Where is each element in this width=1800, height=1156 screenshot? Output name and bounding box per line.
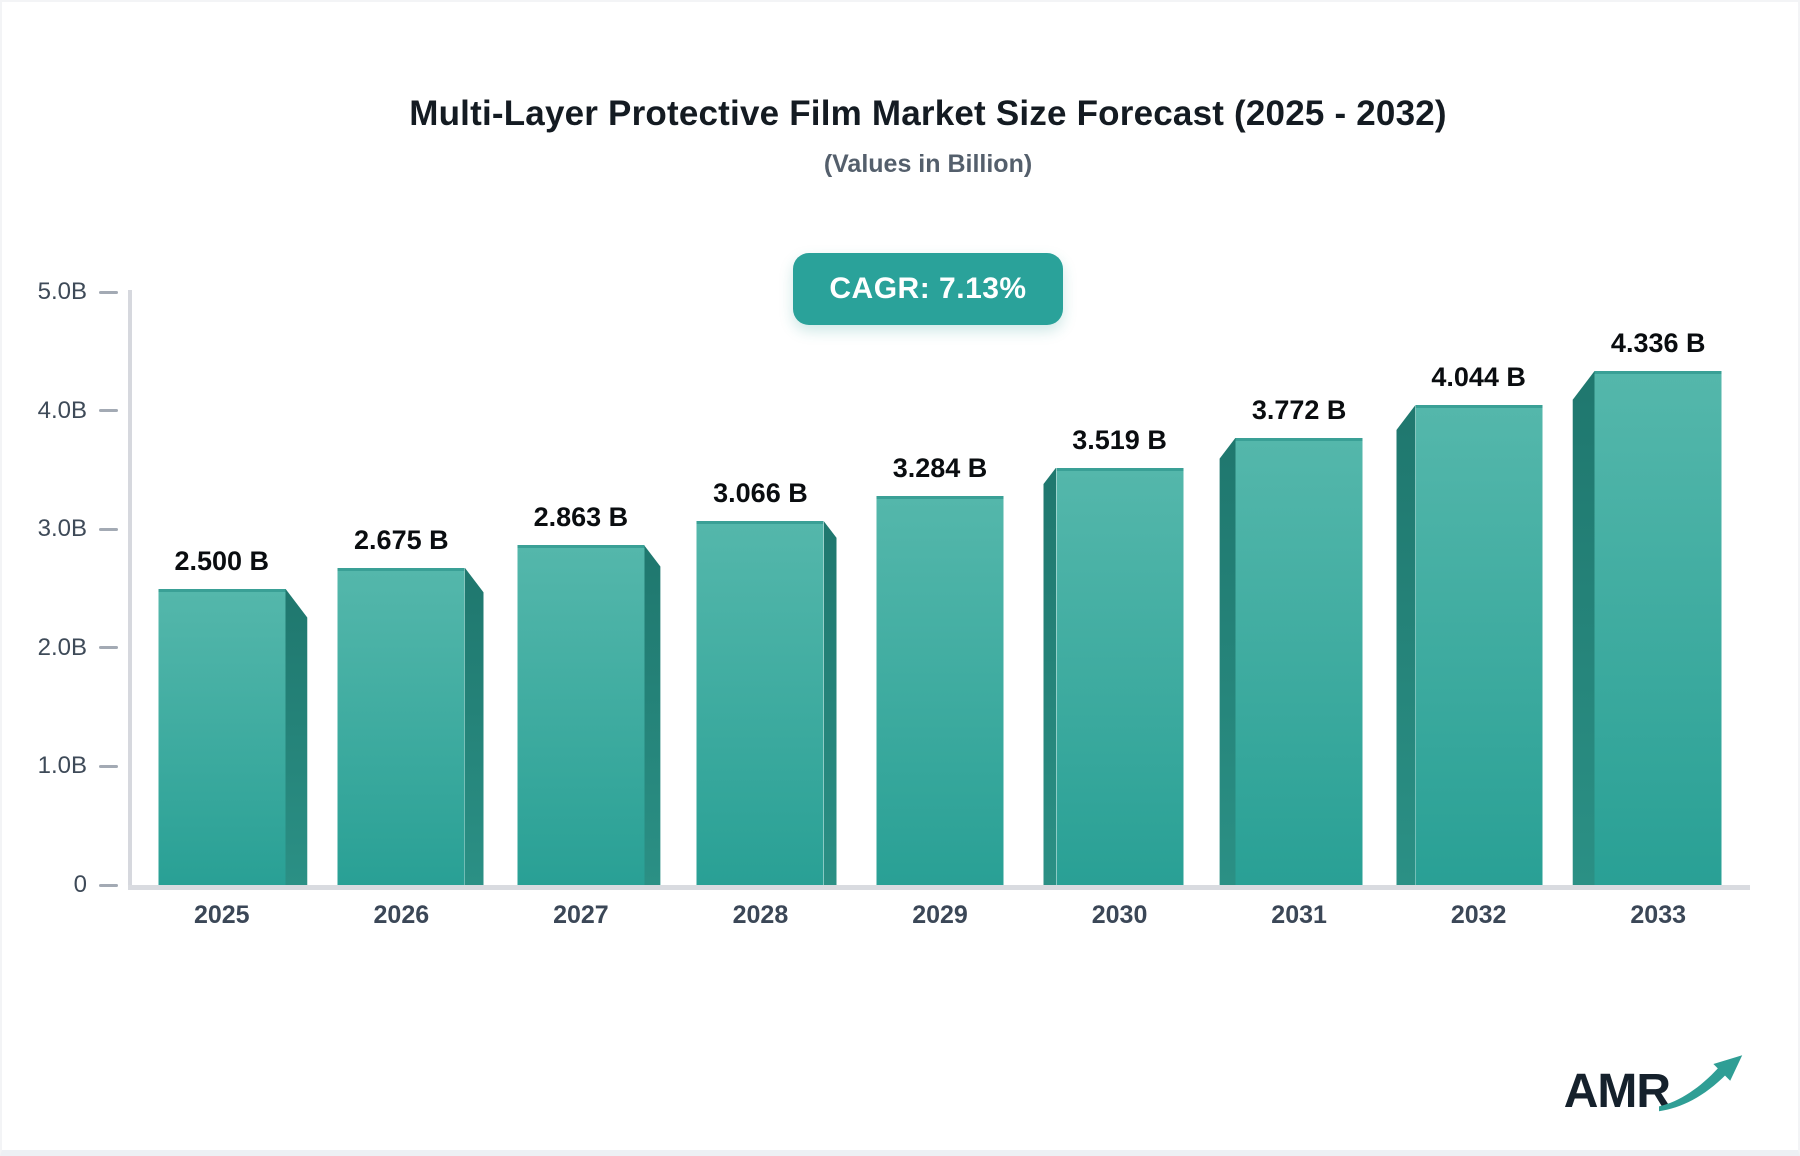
bar-2028: 3.066 B (696, 478, 837, 885)
y-axis-line (128, 290, 132, 888)
cagr-badge: CAGR: 7.13% (793, 253, 1063, 325)
bar-value-label: 3.519 B (1072, 424, 1167, 455)
bar-face (876, 495, 1004, 885)
y-tick-label: 4.0B (37, 396, 87, 424)
x-axis-baseline (128, 885, 1750, 890)
x-tick-label-2033: 2033 (1630, 901, 1687, 929)
bar-face (696, 521, 824, 885)
bar-2027: 2.863 B (517, 502, 661, 885)
x-tick-label-2028: 2028 (732, 901, 789, 929)
bar-face (1056, 467, 1184, 885)
bar-value-label: 2.863 B (533, 502, 629, 533)
y-tick-label: 3.0B (37, 515, 87, 543)
x-tick-label-2032: 2032 (1450, 901, 1507, 929)
amr-logo-text: AMR (1563, 1065, 1671, 1118)
y-tick-dash (99, 646, 118, 650)
x-axis-labels: 2025 2026 2027 2028 2029 2030 2031 2032 2033 (132, 901, 1748, 941)
bar-side-face (644, 545, 661, 885)
chart-subtitle: (Values in Billion) (823, 150, 1033, 178)
y-tick-5.0B: 5.0B (31, 278, 118, 306)
y-tick-0: 0 (31, 871, 118, 899)
bar-side-face (1219, 437, 1236, 885)
bar-2025: 2.500 B (158, 546, 308, 885)
y-tick-dash (99, 409, 118, 413)
amr-logo: AMR (1564, 1052, 1754, 1116)
x-tick-label-2025: 2025 (193, 901, 250, 929)
bar-value-label: 3.772 B (1251, 394, 1347, 425)
bar-side-face (1396, 405, 1416, 885)
bar-face (1235, 437, 1363, 885)
bar-2033: 4.336 B (1572, 328, 1722, 885)
bar-2030: 3.519 B (1043, 425, 1184, 885)
y-tick-2.0B: 2.0B (31, 634, 118, 662)
bar-side-face (823, 521, 837, 885)
y-tick-3.0B: 3.0B (31, 515, 118, 543)
bar-side-face (464, 567, 484, 885)
y-tick-label: 2.0B (37, 633, 87, 661)
bar-face (158, 588, 286, 885)
plot-area: 0 1.0B 2.0B 3.0B 4.0B 5.0B 2.500 B 2.675 B 2.86… (38, 278, 1750, 929)
x-tick-label-2029: 2029 (912, 901, 968, 929)
cagr-badge-wrap: CAGR: 7.13% (28, 253, 1800, 325)
chart-header: Multi-Layer Protective Film Market Size … (28, 94, 1800, 179)
bar-value-label: 3.284 B (892, 452, 988, 483)
bar-value-label: 4.044 B (1431, 362, 1526, 393)
y-tick-dash (99, 883, 118, 887)
y-tick-label: 0 (73, 871, 87, 898)
y-tick-dash (99, 290, 118, 294)
bar-side-face (1572, 370, 1595, 885)
trend-up-arrow-icon (1659, 1055, 1743, 1112)
x-tick-label-2031: 2031 (1271, 901, 1327, 929)
bar-2031: 3.772 B (1219, 395, 1363, 885)
y-tick-dash (99, 764, 118, 768)
bars-container: 2.500 B 2.675 B 2.863 B 3.066 B 3.284 B 3.519… (132, 292, 1748, 885)
bar-face (517, 545, 645, 885)
bar-side-face (285, 588, 308, 885)
bar-value-label: 4.336 B (1610, 327, 1706, 358)
bar-value-label: 2.500 B (174, 545, 270, 576)
bar-side-face (1043, 467, 1057, 885)
bar-face (1594, 370, 1722, 885)
x-tick-label-2030: 2030 (1091, 901, 1148, 929)
bar-face (1415, 405, 1543, 885)
chart-title: Multi-Layer Protective Film Market Size … (409, 94, 1447, 133)
bar-value-label: 3.066 B (713, 478, 808, 509)
x-tick-label-2026: 2026 (373, 901, 430, 929)
bar-2026: 2.675 B (337, 525, 484, 885)
bar-value-label: 2.675 B (354, 524, 449, 555)
bar-face (337, 567, 465, 885)
y-tick-label: 1.0B (37, 752, 87, 780)
y-tick-dash (99, 527, 118, 531)
bar-2032: 4.044 B (1396, 362, 1543, 885)
y-tick-1.0B: 1.0B (31, 752, 118, 780)
y-tick-label: 5.0B (37, 278, 87, 305)
bar-2029: 3.284 B (876, 453, 1004, 885)
y-tick-4.0B: 4.0B (31, 397, 118, 425)
x-tick-label-2027: 2027 (553, 901, 609, 929)
